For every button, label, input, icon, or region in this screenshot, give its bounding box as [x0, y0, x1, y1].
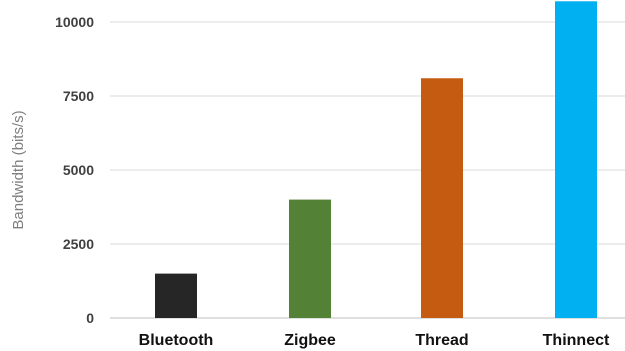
category-label-zigbee: Zigbee	[284, 332, 336, 349]
gridlines	[110, 21, 625, 319]
category-label-thread: Thread	[415, 332, 468, 349]
bars	[155, 1, 597, 319]
y-tick-label: 0	[86, 310, 94, 326]
y-tick-label: 2500	[63, 236, 94, 252]
y-tick-label: 5000	[63, 162, 94, 178]
y-tick-label: 7500	[63, 88, 94, 104]
category-labels: Bluetooth Zigbee Thread Thinnect	[139, 332, 610, 349]
bar-bluetooth	[155, 273, 197, 318]
y-axis-title: Bandwidth (bits/s)	[10, 110, 27, 229]
bar-zigbee	[289, 199, 331, 318]
bar-thread	[421, 78, 463, 319]
bar-thinnect	[555, 1, 597, 319]
y-tick-labels: 0 2500 5000 7500 10000	[55, 14, 94, 326]
category-label-bluetooth: Bluetooth	[139, 332, 214, 349]
y-tick-label: 10000	[55, 14, 94, 30]
category-label-thinnect: Thinnect	[543, 332, 610, 349]
